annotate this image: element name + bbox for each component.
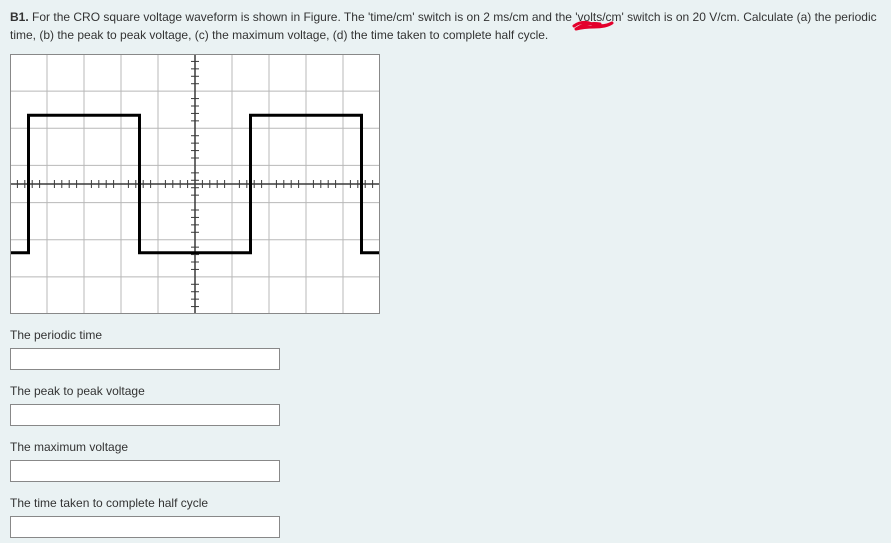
answer-fields: The periodic time The peak to peak volta… [10,328,881,538]
maximum-voltage-input[interactable] [10,460,280,482]
question-text: B1. For the CRO square voltage waveform … [10,8,881,44]
field-peak-to-peak: The peak to peak voltage [10,384,881,426]
field-half-cycle: The time taken to complete half cycle [10,496,881,538]
field-maximum-voltage: The maximum voltage [10,440,881,482]
field-periodic-time: The periodic time [10,328,881,370]
field-label: The periodic time [10,328,881,342]
half-cycle-input[interactable] [10,516,280,538]
field-label: The time taken to complete half cycle [10,496,881,510]
question-number: B1. [10,10,29,24]
oscilloscope-figure [10,54,380,314]
question-body: For the CRO square voltage waveform is s… [10,10,877,42]
periodic-time-input[interactable] [10,348,280,370]
peak-to-peak-input[interactable] [10,404,280,426]
field-label: The peak to peak voltage [10,384,881,398]
field-label: The maximum voltage [10,440,881,454]
